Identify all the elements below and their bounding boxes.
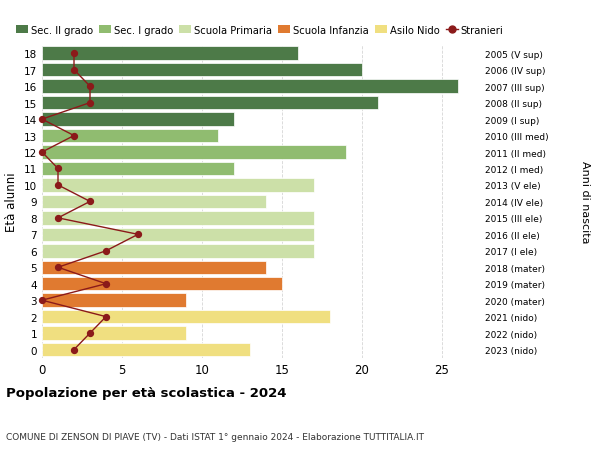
- Point: [69, 346, 79, 353]
- Bar: [42, 294, 186, 307]
- Point: [101, 280, 111, 288]
- Point: [53, 215, 63, 222]
- Legend: Sec. II grado, Sec. I grado, Scuola Primaria, Scuola Infanzia, Asilo Nido, Stran: Sec. II grado, Sec. I grado, Scuola Prim…: [12, 22, 508, 39]
- Bar: [42, 64, 362, 77]
- Point: [85, 330, 95, 337]
- Point: [53, 182, 63, 189]
- Bar: [42, 212, 314, 225]
- Point: [101, 313, 111, 321]
- Point: [69, 50, 79, 58]
- Bar: [42, 80, 458, 94]
- Bar: [42, 261, 266, 274]
- Bar: [42, 47, 298, 61]
- Bar: [42, 179, 314, 192]
- Point: [53, 165, 63, 173]
- Point: [85, 83, 95, 90]
- Point: [37, 297, 47, 304]
- Bar: [42, 310, 330, 324]
- Bar: [42, 162, 234, 176]
- Bar: [42, 129, 218, 143]
- Y-axis label: Anni di nascita: Anni di nascita: [580, 161, 590, 243]
- Point: [69, 133, 79, 140]
- Point: [69, 67, 79, 74]
- Point: [53, 264, 63, 271]
- Bar: [42, 228, 314, 241]
- Bar: [42, 327, 186, 340]
- Bar: [42, 195, 266, 209]
- Text: Popolazione per età scolastica - 2024: Popolazione per età scolastica - 2024: [6, 386, 287, 399]
- Point: [37, 149, 47, 157]
- Bar: [42, 245, 314, 258]
- Point: [85, 198, 95, 206]
- Point: [133, 231, 143, 239]
- Point: [37, 116, 47, 123]
- Bar: [42, 97, 378, 110]
- Bar: [42, 277, 282, 291]
- Point: [101, 247, 111, 255]
- Y-axis label: Età alunni: Età alunni: [5, 172, 19, 232]
- Point: [85, 100, 95, 107]
- Text: COMUNE DI ZENSON DI PIAVE (TV) - Dati ISTAT 1° gennaio 2024 - Elaborazione TUTTI: COMUNE DI ZENSON DI PIAVE (TV) - Dati IS…: [6, 431, 424, 441]
- Bar: [42, 113, 234, 127]
- Bar: [42, 146, 346, 159]
- Bar: [42, 343, 250, 357]
